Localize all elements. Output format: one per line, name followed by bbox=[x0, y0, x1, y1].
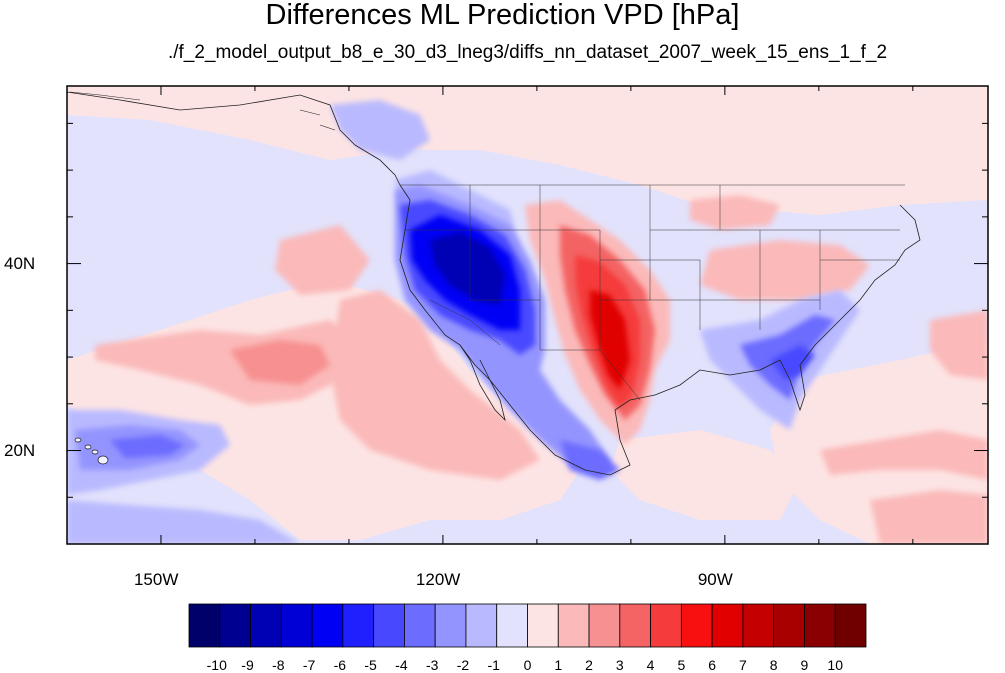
pacific-north-pink-region bbox=[67, 86, 988, 215]
colorbar-label: 1 bbox=[554, 657, 563, 673]
colorbar-label: -8 bbox=[272, 657, 285, 673]
colorbar-label: 3 bbox=[615, 657, 624, 673]
florida-blue-core bbox=[770, 345, 815, 380]
x-tick-label: 120W bbox=[415, 570, 461, 589]
baja-outline bbox=[459, 344, 506, 422]
y-tick-label: 40N bbox=[4, 253, 36, 273]
atlantic-red-region bbox=[820, 430, 988, 480]
colorbar-swatch bbox=[434, 603, 467, 648]
hawaii-islands bbox=[74, 437, 109, 465]
y-tick-label: 20N bbox=[4, 440, 36, 460]
colorbar-swatch bbox=[373, 603, 405, 648]
atlantic-far-east-red-region bbox=[930, 310, 988, 380]
colorbar-label: -4 bbox=[395, 657, 408, 673]
colorbar-label: -2 bbox=[456, 657, 470, 673]
colorbar-label: 8 bbox=[769, 657, 778, 673]
colorbar-swatch bbox=[311, 603, 344, 648]
colorbar-swatch bbox=[619, 603, 651, 648]
alaska-islands-outline bbox=[69, 91, 336, 131]
colorbar-label: 5 bbox=[677, 657, 686, 673]
colorbar-swatch bbox=[496, 603, 528, 648]
colorbar-label: -6 bbox=[333, 657, 347, 673]
colorbar-label: 4 bbox=[646, 657, 655, 673]
colorbar-swatch bbox=[804, 603, 836, 648]
colorbar-label: -7 bbox=[302, 657, 316, 673]
map-plot-area bbox=[67, 86, 988, 544]
colorbar-swatch bbox=[650, 603, 682, 648]
colorbar-swatch bbox=[588, 603, 621, 648]
mexico-blue-region bbox=[560, 440, 620, 480]
colorbar-swatch bbox=[250, 603, 282, 648]
map-ticks bbox=[66, 86, 988, 545]
colorbar-swatch bbox=[557, 603, 590, 648]
pacific-east-red-region bbox=[330, 290, 540, 480]
colorbar-label: 7 bbox=[739, 657, 747, 673]
colorbar-label: 0 bbox=[523, 657, 532, 673]
hawaii-blue-inner bbox=[110, 435, 185, 458]
se-atlantic-red-region bbox=[870, 490, 988, 544]
colorbar-swatch bbox=[527, 603, 559, 648]
colorbar-label: -1 bbox=[487, 657, 500, 673]
colorbar-swatch bbox=[404, 603, 436, 648]
colorbar-label: 10 bbox=[827, 657, 843, 673]
caribbean-pink-region bbox=[610, 430, 800, 520]
chart-title: Differences ML Prediction VPD [hPa] bbox=[265, 0, 740, 31]
ohio-valley-pink-region bbox=[700, 240, 870, 300]
boundary-lines bbox=[400, 184, 905, 401]
colorbar bbox=[188, 603, 867, 648]
canada-coast-outline bbox=[67, 91, 401, 186]
colorbar-label: -9 bbox=[241, 657, 254, 673]
pacific-center-darker-region bbox=[230, 340, 330, 385]
colorbar-swatch bbox=[465, 603, 498, 648]
colorbar-swatch bbox=[680, 603, 713, 648]
pacific-west-red-region bbox=[275, 225, 370, 295]
colorbar-swatch bbox=[834, 603, 867, 648]
colorbar-label: -5 bbox=[364, 657, 377, 673]
colorbar-label: -3 bbox=[425, 657, 439, 673]
colorbar-label: 6 bbox=[708, 657, 717, 673]
coastline-outline bbox=[399, 184, 921, 476]
great-lakes-pink-region bbox=[690, 195, 780, 230]
colorbar-swatch bbox=[742, 603, 775, 648]
colorbar-label: 9 bbox=[800, 657, 809, 673]
colorbar-label: 2 bbox=[585, 657, 593, 673]
colorbar-swatch bbox=[711, 603, 744, 648]
colorbar-swatch bbox=[188, 603, 221, 648]
x-tick-label: 90W bbox=[697, 570, 733, 589]
colorbar-swatch bbox=[280, 603, 313, 648]
colorbar-swatch bbox=[773, 603, 805, 648]
colorbar-label: -10 bbox=[206, 657, 227, 673]
southwest-us-darkest-blue-region bbox=[430, 232, 505, 305]
colorbar-swatch bbox=[219, 603, 251, 648]
x-tick-label: 150W bbox=[133, 570, 179, 589]
map-frame bbox=[66, 85, 989, 545]
pacific-southwest-blue-region bbox=[67, 500, 300, 544]
colorbar-swatch bbox=[342, 603, 375, 648]
chart-subtitle: ./f_2_model_output_b8_e_30_d3_lneg3/diff… bbox=[167, 42, 888, 63]
